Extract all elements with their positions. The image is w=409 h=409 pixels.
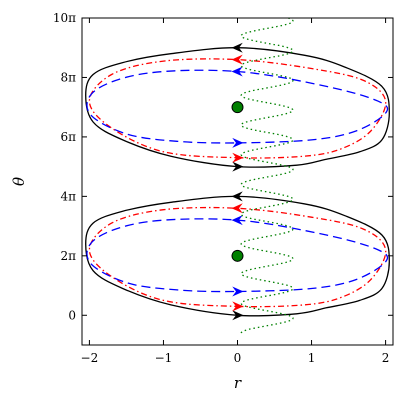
series-2-arrow-3 — [231, 66, 243, 77]
y-tick-label-5: 10π — [53, 11, 76, 25]
y-tick-label-0: 0 — [68, 308, 76, 322]
x-tick-label-4: 2 — [382, 351, 390, 365]
y-tick-label-4: 8π — [60, 70, 76, 84]
series-0-arrow-2 — [232, 161, 244, 172]
series-2-arrow-2 — [232, 137, 244, 148]
y-tick-label-2: 4π — [60, 189, 76, 203]
series-2-arrow-0 — [232, 286, 244, 297]
x-tick-label-3: 1 — [308, 351, 316, 365]
x-tick-label-0: −2 — [81, 351, 99, 365]
series-0-arrow-3 — [231, 42, 243, 53]
series-1-arrow-2 — [232, 152, 244, 163]
series-0-loop-1 — [85, 47, 390, 168]
fixed-point-1 — [231, 101, 244, 114]
series-1-arrow-1 — [231, 203, 243, 214]
fixed-point-0 — [231, 249, 244, 262]
series-3-wave — [240, 18, 294, 334]
x-tick-label-2: 0 — [234, 351, 242, 365]
y-axis-label: θ — [10, 177, 28, 186]
y-tick-label-1: 2π — [60, 249, 76, 263]
series-1-arrow-0 — [232, 301, 244, 312]
x-axis-label: r — [234, 374, 242, 392]
y-tick-label-3: 6π — [60, 130, 76, 144]
axis-ticks: −2 −1 0 1 2 0 2π 4π 6π 8π 10π — [53, 11, 393, 365]
series-0-arrow-1 — [231, 191, 243, 202]
series-2-arrow-1 — [231, 215, 243, 226]
series-0-arrow-0 — [232, 310, 244, 321]
series-0-loop-0 — [85, 195, 390, 317]
x-tick-label-1: −1 — [155, 351, 173, 365]
series-1-arrow-3 — [231, 54, 243, 65]
